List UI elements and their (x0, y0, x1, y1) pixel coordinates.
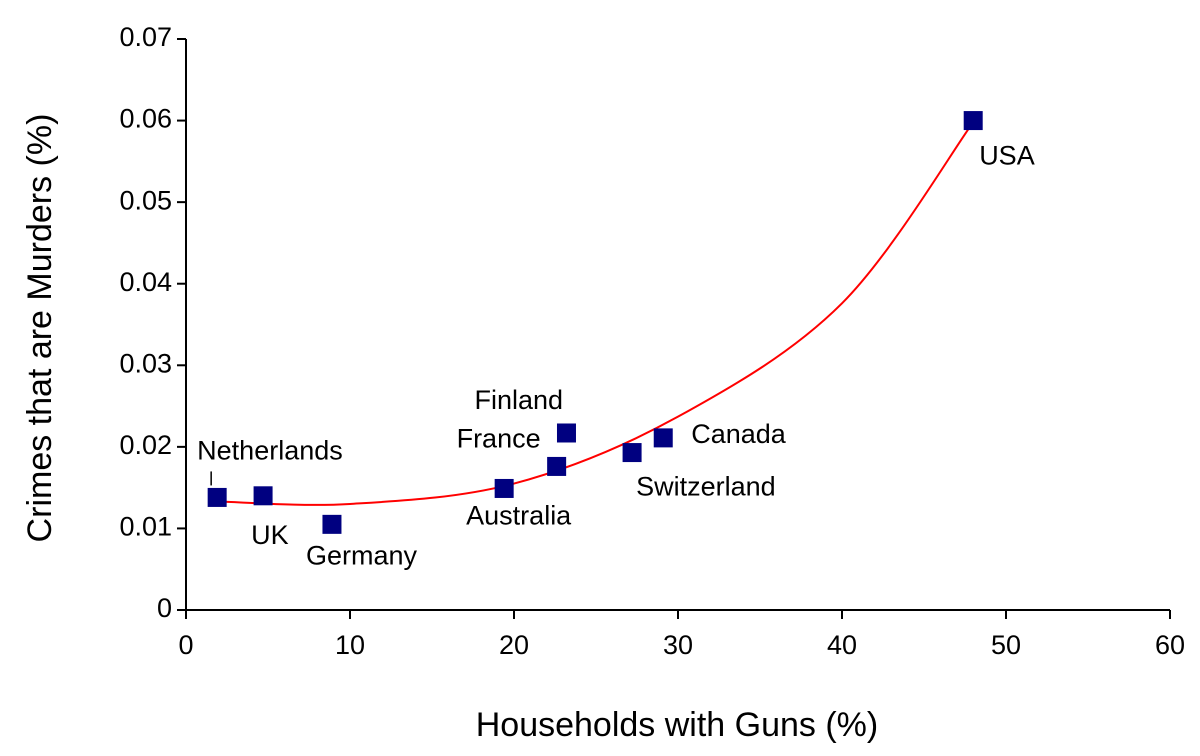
label-switzerland: Switzerland (636, 472, 776, 502)
label-netherlands: Netherlands (197, 435, 343, 465)
point-france (547, 456, 567, 476)
y-tick-label: 0.06 (119, 104, 172, 134)
point-canada (653, 428, 673, 448)
y-tick-label: 0.01 (119, 512, 172, 542)
x-tick-label: 40 (827, 630, 857, 660)
y-axis-title-group: Crimes that are Murders (%) (21, 114, 59, 543)
point-uk (253, 486, 273, 506)
trendline (218, 121, 975, 506)
x-tick-label: 50 (991, 630, 1021, 660)
point-switzerland (622, 443, 642, 463)
point-finland (556, 423, 576, 443)
x-tick-label: 10 (335, 630, 365, 660)
y-axis-title: Crimes that are Murders (%) (21, 114, 59, 543)
y-tick-label: 0.05 (119, 185, 172, 215)
x-axis-title: Households with Guns (%) (476, 706, 879, 744)
point-netherlands (207, 487, 227, 507)
y-tick-label: 0 (157, 593, 172, 623)
label-canada: Canada (691, 419, 787, 449)
point-usa (963, 111, 983, 131)
y-tick-label: 0.07 (119, 22, 172, 52)
label-france: France (457, 423, 541, 453)
y-tick-label: 0.02 (119, 430, 172, 460)
point-labels: Netherlands UK Germany Australia France Finla… (197, 141, 1035, 571)
label-uk: UK (251, 520, 289, 550)
x-tick-label: 60 (1155, 630, 1185, 660)
x-tick-label: 0 (178, 630, 193, 660)
data-points (207, 111, 983, 534)
y-tick-label: 0.03 (119, 348, 172, 378)
y-tick-label: 0.04 (119, 267, 172, 297)
axes: 0 0.01 0.02 0.03 0.04 0.05 0.06 0.07 0 10 20 30 40 50… (119, 22, 1185, 660)
label-usa: USA (979, 141, 1035, 171)
x-tick-label: 20 (499, 630, 529, 660)
point-australia (494, 478, 514, 498)
trendline-group (218, 121, 975, 506)
label-finland: Finland (474, 385, 563, 415)
label-australia: Australia (466, 500, 572, 530)
x-tick-label: 30 (663, 630, 693, 660)
point-germany (322, 514, 342, 534)
label-germany: Germany (306, 540, 418, 570)
